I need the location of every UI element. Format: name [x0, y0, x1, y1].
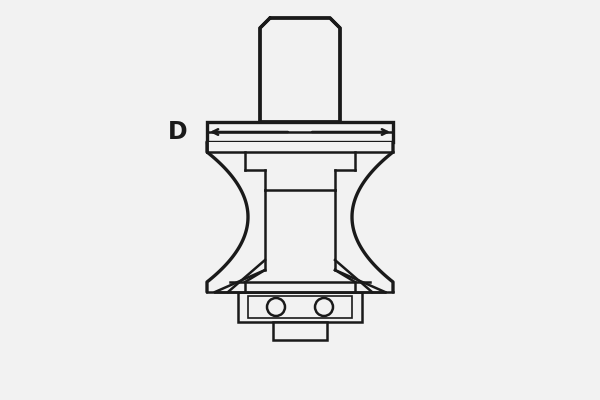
Polygon shape [207, 142, 393, 292]
Bar [248, 296, 352, 318]
Polygon shape [260, 18, 340, 122]
Bar [207, 122, 393, 142]
Bar [273, 322, 327, 340]
Text: D: D [169, 120, 188, 144]
Bar [238, 292, 362, 322]
